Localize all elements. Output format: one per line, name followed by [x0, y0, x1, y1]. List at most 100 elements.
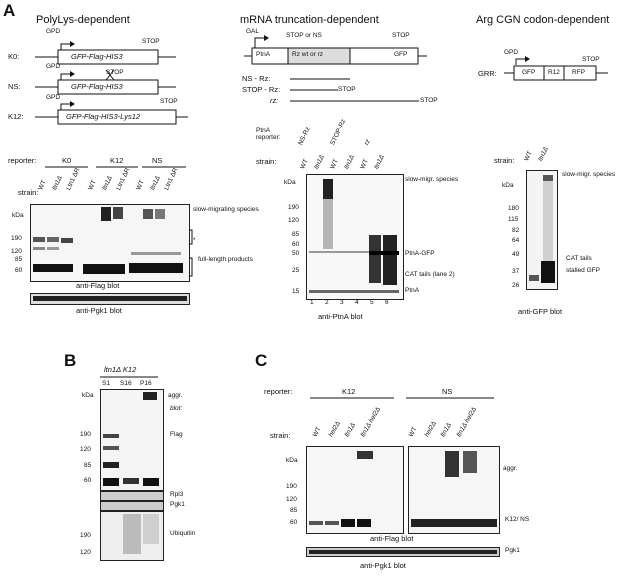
marker: 120: [80, 446, 91, 453]
marker: 60: [290, 519, 298, 526]
kda-label: kDa: [12, 212, 24, 219]
strain: WT: [329, 158, 340, 171]
gpd-label: GPD: [46, 28, 61, 35]
strain: ltn1Δ: [313, 153, 326, 171]
annotation-pgk1: Pgk1: [505, 547, 520, 554]
reporter-underlines: [310, 397, 494, 399]
box-ptna: PtnA: [256, 51, 271, 58]
annotation-stalled-gfp: stalled GFP: [566, 267, 600, 274]
marker: 26: [512, 282, 520, 289]
blot-caption: anti-PtnA blot: [318, 312, 363, 321]
marker: 120: [288, 217, 299, 224]
strain: WT: [135, 179, 146, 192]
gpd-label: GPD: [504, 49, 519, 56]
panel-letter-a: A: [3, 1, 16, 20]
annotation-aggr: aggr.: [168, 392, 183, 399]
reporter-group: K0: [62, 156, 72, 165]
kda-label: kDa: [502, 182, 514, 189]
strain-label: strain:: [256, 157, 277, 166]
line-label: STOP - Rz:: [242, 85, 281, 94]
strain: hel2Δ: [327, 420, 342, 439]
strain: ltn1Δ: [343, 421, 357, 439]
strain-label: strain:: [270, 431, 291, 440]
pgk1-blot-image: [100, 501, 164, 511]
strain: WT: [359, 158, 370, 171]
reporter-label: reporter:: [8, 156, 37, 165]
marker: 25: [292, 267, 300, 274]
reporter: K12: [342, 387, 356, 396]
construct-name: K12:: [8, 112, 24, 121]
marker: 190: [80, 532, 91, 539]
lane-number: 4: [355, 299, 359, 306]
reporter-group: NS: [152, 156, 163, 165]
anti-ptna-blot-image: [306, 174, 404, 300]
ptna-reporter-label: PtnA reporter:: [256, 127, 281, 141]
fraction: S1: [102, 380, 110, 387]
panel-letter-b: B: [64, 351, 77, 370]
marker: 115: [508, 216, 519, 223]
box-gfp: GFP: [394, 51, 408, 58]
panel-letter-c: C: [255, 351, 268, 370]
fraction: S16: [120, 380, 132, 387]
marker: 60: [15, 267, 23, 274]
reporter-label: reporter:: [264, 387, 293, 396]
construct-gene: GFP-Flag-HIS3: [71, 52, 123, 61]
anti-flag-blot-image: [30, 204, 190, 282]
marker: 85: [292, 231, 300, 238]
strain: ltn1Δ: [537, 145, 550, 163]
arg-title: Arg CGN codon-dependent: [476, 14, 610, 26]
marker: 64: [512, 237, 520, 244]
reporter: NS: [442, 387, 453, 396]
marker: 85: [290, 507, 298, 514]
strain: ltn1Δ: [51, 174, 64, 192]
marker: 85: [84, 462, 92, 469]
fraction: P16: [140, 380, 152, 387]
blot-label: blot:: [170, 405, 183, 412]
reporter: STOP-Rz: [329, 118, 348, 147]
marker: 50: [292, 250, 300, 257]
strain: Ltn1 ΔR: [65, 167, 82, 192]
marker: 180: [508, 205, 519, 212]
marker: 60: [292, 241, 300, 248]
annotation-aggr: aggr.: [503, 465, 518, 472]
strain: ltn1Δ: [373, 153, 386, 171]
marker: 120: [11, 248, 22, 255]
gpd-label: GPD: [46, 94, 61, 101]
annotation-full-length: full-length products: [198, 256, 253, 263]
stop-label: STOP: [392, 32, 410, 39]
kda-label: kDa: [286, 457, 298, 464]
strain: ltn1Δ hel2Δ: [455, 406, 479, 439]
kda-label: kDa: [284, 179, 296, 186]
annotation-cat-tails: CAT tails: [566, 255, 592, 262]
strain: hel2Δ: [423, 420, 438, 439]
reporter-group: K12: [110, 156, 124, 165]
kda-label: kDa: [82, 392, 94, 399]
reporter-underlines: [45, 166, 186, 168]
marker: 15: [292, 288, 300, 295]
lane-number: 1: [310, 299, 314, 306]
blot-caption: anti-GFP blot: [518, 307, 563, 316]
construct-name: GRR:: [478, 69, 497, 78]
bracket-marks: [189, 229, 193, 277]
strain: Ltn1 ΔR: [115, 167, 132, 192]
strain: WT: [299, 158, 310, 171]
strain: WT: [37, 179, 48, 192]
anti-pgk1-blot-image: [30, 293, 190, 305]
annotation-slow-migr: slow-migr. species: [405, 176, 459, 183]
annotation-ptna-gfp: PtnA-GFP: [405, 250, 435, 257]
box-rz: Rz wt or rz: [292, 51, 324, 58]
box-r12: R12: [548, 69, 560, 76]
annotation-cat-tails: CAT tails (lane 2): [405, 271, 455, 278]
annotation-slow-migr: slow-migr. species: [562, 171, 616, 178]
strain: WT: [407, 425, 419, 439]
blot-caption: anti-Pgk1 blot: [360, 561, 406, 570]
strain: ltn1Δ hel2Δ: [359, 406, 383, 439]
line-label: rz:: [270, 96, 279, 105]
marker: 49: [512, 251, 520, 258]
blot-caption: anti-Flag blot: [370, 534, 414, 543]
lane-numbers: 1 2 3 4 5 6: [306, 299, 402, 310]
header-underline: [100, 376, 158, 378]
construct-name: K0:: [8, 52, 20, 61]
construct-gene: GFP-Flag-HIS3: [71, 82, 123, 91]
anti-flag-blot-ns-image: [408, 446, 500, 534]
